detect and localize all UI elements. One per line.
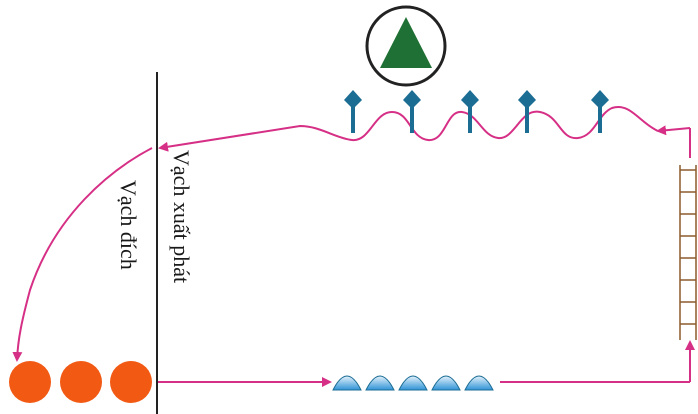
hump-icon <box>332 375 494 391</box>
path-arrows <box>12 105 695 387</box>
pin-marker-icon <box>344 90 609 133</box>
start-line-label: Vạch xuất phát <box>169 150 194 283</box>
finish-line-label: Vạch đích <box>116 180 141 270</box>
ball-icon <box>9 361 152 403</box>
ladder-icon <box>679 165 697 340</box>
cone-icon <box>365 5 447 87</box>
